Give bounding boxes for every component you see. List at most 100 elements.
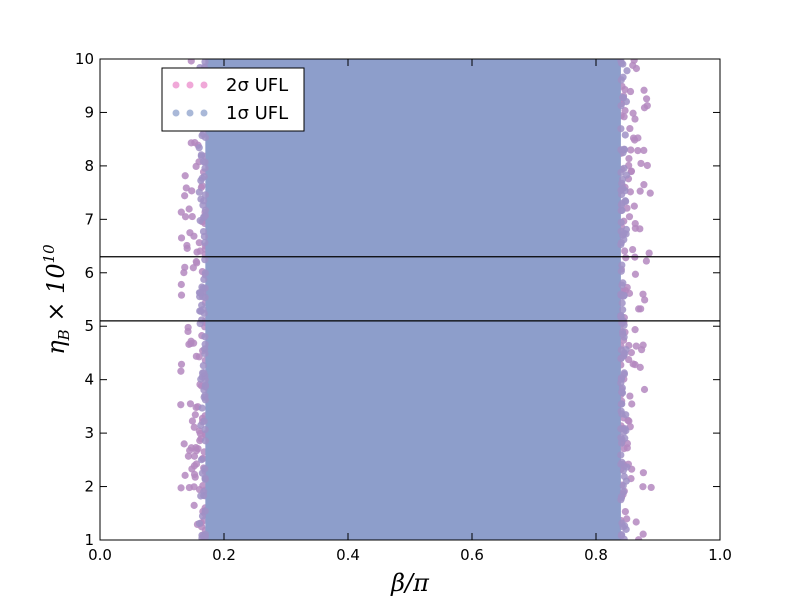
scatter-point (196, 437, 204, 445)
scatter-point (630, 59, 638, 64)
scatter-point (640, 385, 649, 394)
scatter-point (640, 86, 648, 94)
y-tick-label: 1 (84, 531, 94, 549)
scatter-point (617, 451, 625, 459)
scatter-point (180, 440, 188, 448)
scatter-point (617, 201, 625, 209)
x-tick-label: 0.8 (584, 546, 608, 564)
scatter-point (617, 218, 625, 226)
scatter-point (639, 530, 647, 538)
scatter-point (200, 275, 208, 284)
scatter-point (626, 87, 635, 96)
scatter-point (617, 532, 626, 540)
scatter-point (619, 292, 628, 300)
scatter-point (619, 279, 627, 287)
scatter-point (639, 469, 647, 477)
scatter-point (188, 417, 197, 425)
scatter-point (621, 85, 629, 94)
scatter-point (631, 136, 639, 144)
scatter-point (184, 327, 192, 336)
legend: 2σ UFL 1σ UFL (161, 67, 305, 132)
scatter-point (620, 349, 628, 357)
reference-lines (100, 256, 720, 322)
scatter-point (200, 213, 209, 221)
scatter-point (629, 245, 637, 254)
scatter-point (185, 483, 193, 492)
scatter-point (645, 249, 653, 257)
scatter-point (620, 229, 628, 237)
scatter-point (640, 181, 648, 189)
scatter-point (196, 320, 204, 328)
scatter-point (632, 342, 640, 350)
scatter-point (201, 238, 209, 247)
scatter-point (628, 400, 636, 408)
scatter-point (619, 184, 627, 193)
scatter-points (177, 59, 655, 540)
x-axis-label: β/π (390, 569, 430, 597)
scatter-point (181, 192, 189, 200)
scatter-point (198, 512, 207, 520)
scatter-point (623, 515, 631, 523)
scatter-point (626, 124, 634, 133)
scatter-point (619, 306, 627, 314)
x-tick-label: 0.0 (88, 546, 112, 564)
scatter-point (642, 95, 651, 103)
scatter-point (621, 106, 629, 115)
scatter-point (617, 206, 625, 215)
scatter-point (199, 158, 207, 166)
y-tick-label: 10 (75, 50, 94, 68)
scatter-point (620, 321, 628, 329)
y-tick-label: 3 (84, 424, 94, 442)
scatter-point (622, 525, 630, 533)
scatter-point (183, 241, 191, 250)
scatter-point (190, 452, 199, 460)
scatter-point (639, 483, 647, 491)
scatter-point (636, 187, 644, 195)
scatter-point (192, 258, 200, 266)
y-tick-label: 2 (84, 478, 94, 496)
scatter-point (623, 463, 631, 471)
legend-marker (172, 109, 180, 117)
scatter-point (631, 219, 639, 228)
y-tick-label: 6 (84, 264, 94, 282)
scatter-point (177, 280, 185, 289)
scatter-point (617, 102, 625, 110)
legend-item: 1σ UFL (172, 103, 288, 124)
scatter-point (618, 299, 626, 307)
scatter-point (619, 482, 627, 490)
scatter-point (625, 417, 633, 425)
scatter-point (200, 386, 208, 394)
scatter-point (200, 197, 208, 205)
axis-ticks: 0.0 0.2 0.4 0.6 0.8 1.0 1 2 3 4 5 6 7 8 9 10 (75, 50, 732, 564)
scatter-point (630, 202, 638, 210)
scatter-point (177, 360, 186, 368)
scatter-point (199, 130, 207, 138)
scatter-point (617, 375, 626, 383)
scatter-point (621, 131, 629, 139)
scatter-point (647, 483, 655, 492)
scatter-point (190, 423, 198, 431)
scatter-point (198, 174, 206, 182)
scatter-point (619, 73, 627, 81)
scatter-point (182, 184, 190, 192)
y-axis-label-sub: B (55, 329, 73, 341)
scatter-point (641, 296, 649, 304)
scatter-point (637, 305, 645, 313)
scatter-point (636, 225, 644, 233)
scatter-point (194, 445, 202, 453)
legend-marker (186, 109, 194, 117)
scatter-point (186, 446, 194, 455)
x-tick-label: 0.4 (336, 546, 360, 564)
scatter-point (201, 333, 209, 341)
scatter-point (639, 290, 647, 298)
scatter-point (632, 518, 640, 526)
scatter-point (198, 404, 206, 412)
scatter-point (620, 428, 628, 436)
y-axis-label-eta: η (42, 340, 70, 355)
scatter-point (197, 375, 205, 383)
scatter-point (618, 458, 626, 467)
scatter-point (619, 149, 627, 157)
scatter-point (199, 361, 207, 370)
scatter-point (192, 162, 200, 171)
